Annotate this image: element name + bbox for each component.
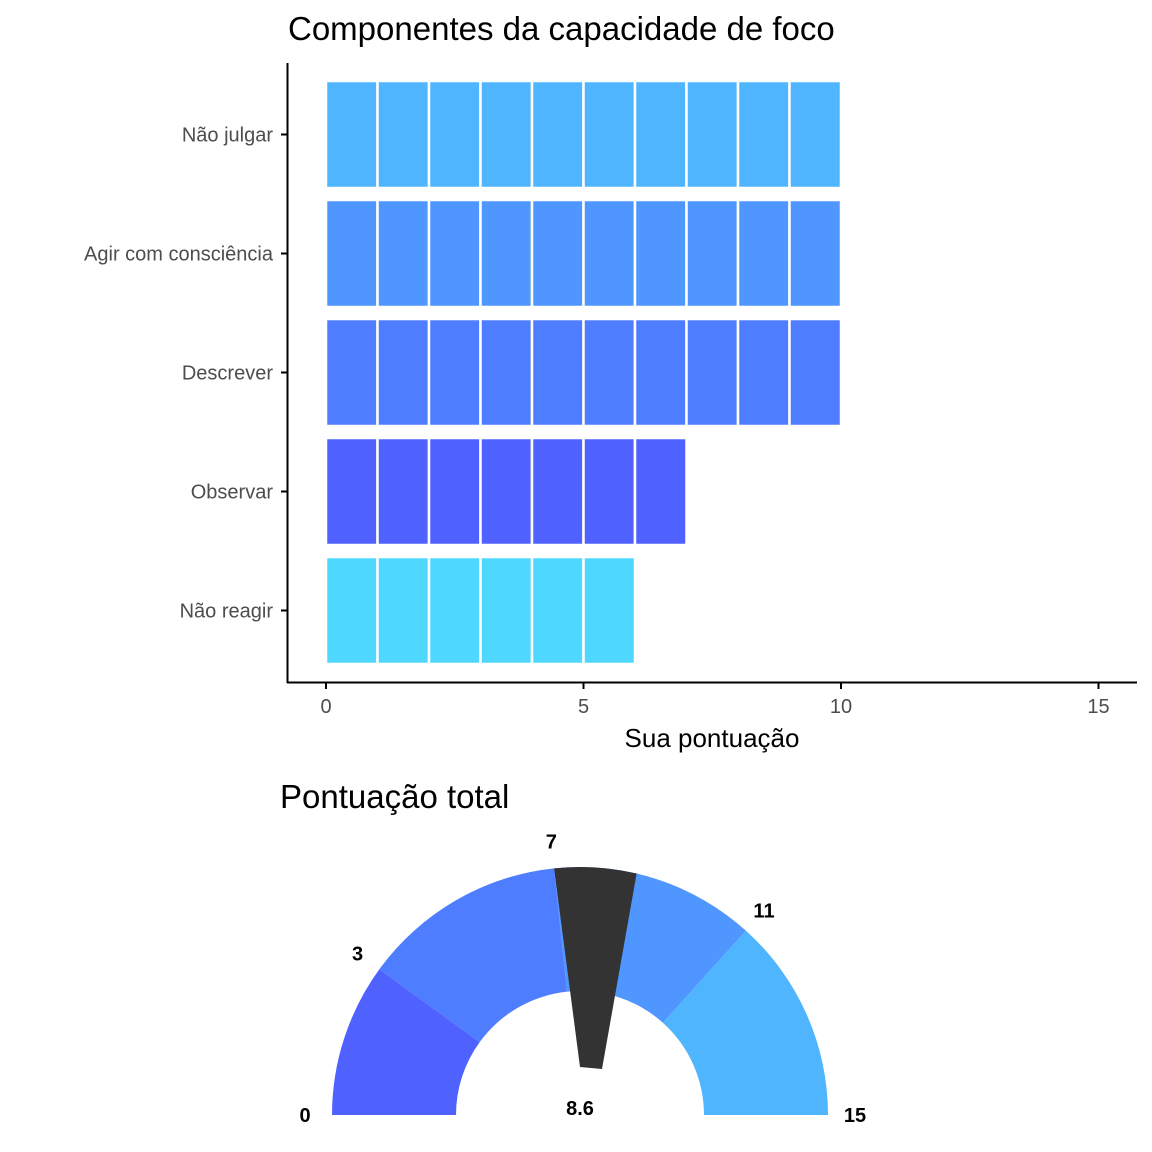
y-category-label: Agir com consciência xyxy=(84,244,274,266)
bar-segment xyxy=(736,79,791,190)
bar-group xyxy=(324,79,843,666)
x-tick-label: 0 xyxy=(320,696,331,718)
bar-chart-title: Componentes da capacidade de foco xyxy=(288,10,835,47)
bar-chart: Componentes da capacidade de foco Não ju… xyxy=(84,10,1137,753)
gauge-band xyxy=(662,930,829,1115)
bar-segment xyxy=(582,79,637,190)
bar-segment xyxy=(324,317,379,428)
bar-segment xyxy=(788,198,843,309)
gauge-needle xyxy=(554,866,637,1069)
bar-segment xyxy=(685,317,740,428)
bar-segment xyxy=(376,555,431,666)
bar-segment xyxy=(479,317,534,428)
bar-segment xyxy=(788,317,843,428)
y-category-label: Descrever xyxy=(182,363,273,385)
bar-segment xyxy=(324,198,379,309)
y-category-label: Não julgar xyxy=(182,125,274,147)
bar-segment xyxy=(427,317,482,428)
bar-segment xyxy=(530,79,585,190)
bar-segment xyxy=(530,198,585,309)
x-tick-label: 10 xyxy=(830,696,852,718)
bar-segment xyxy=(376,198,431,309)
bar-segment xyxy=(427,79,482,190)
bar-segment xyxy=(324,79,379,190)
gauge-chart: Pontuação total 0 3 7 11 15 8.6 xyxy=(280,778,866,1127)
gauge-band xyxy=(332,969,480,1115)
bar-segment xyxy=(633,317,688,428)
bar-segment xyxy=(376,79,431,190)
bar-segment xyxy=(479,555,534,666)
bar-segment xyxy=(376,317,431,428)
bar-segment xyxy=(582,317,637,428)
bar-segment xyxy=(582,436,637,547)
bar-segment xyxy=(479,79,534,190)
bar-segment xyxy=(633,198,688,309)
bar-segment xyxy=(788,79,843,190)
bar-segment xyxy=(530,555,585,666)
bar-segment xyxy=(582,198,637,309)
bar-segment xyxy=(685,198,740,309)
gauge-threshold-label: 11 xyxy=(753,901,774,923)
gauge-threshold-label: 3 xyxy=(352,943,363,965)
bar-segment xyxy=(427,555,482,666)
bar-segment xyxy=(479,198,534,309)
bar-segment xyxy=(530,317,585,428)
gauge-group: 0 3 7 11 15 xyxy=(299,832,866,1127)
bar-segment xyxy=(633,436,688,547)
bar-segment xyxy=(427,436,482,547)
x-axis-ticks: 0 5 10 15 xyxy=(320,683,1110,718)
bar-segment xyxy=(324,555,379,666)
bar-segment xyxy=(582,555,637,666)
bar-segment xyxy=(736,198,791,309)
bar-segment xyxy=(685,79,740,190)
bar-segment xyxy=(530,436,585,547)
bar-segment xyxy=(376,436,431,547)
gauge-title: Pontuação total xyxy=(280,778,509,815)
y-category-label: Observar xyxy=(191,482,274,504)
x-tick-label: 15 xyxy=(1087,696,1109,718)
gauge-threshold-label: 0 xyxy=(299,1105,310,1127)
bar-segment xyxy=(736,317,791,428)
bar-segment xyxy=(427,198,482,309)
gauge-band xyxy=(379,868,568,1043)
x-axis-label: Sua pontuação xyxy=(625,723,800,753)
gauge-value-label: 8.6 xyxy=(566,1098,594,1120)
bar-segment xyxy=(633,79,688,190)
bar-segment xyxy=(479,436,534,547)
gauge-threshold-label: 15 xyxy=(844,1105,866,1127)
y-category-label: Não reagir xyxy=(180,601,274,623)
bar-segment xyxy=(324,436,379,547)
x-tick-label: 5 xyxy=(578,696,589,718)
gauge-threshold-label: 7 xyxy=(546,832,557,854)
y-axis-categories: Não julgar Agir com consciência Descrever O… xyxy=(84,125,287,623)
